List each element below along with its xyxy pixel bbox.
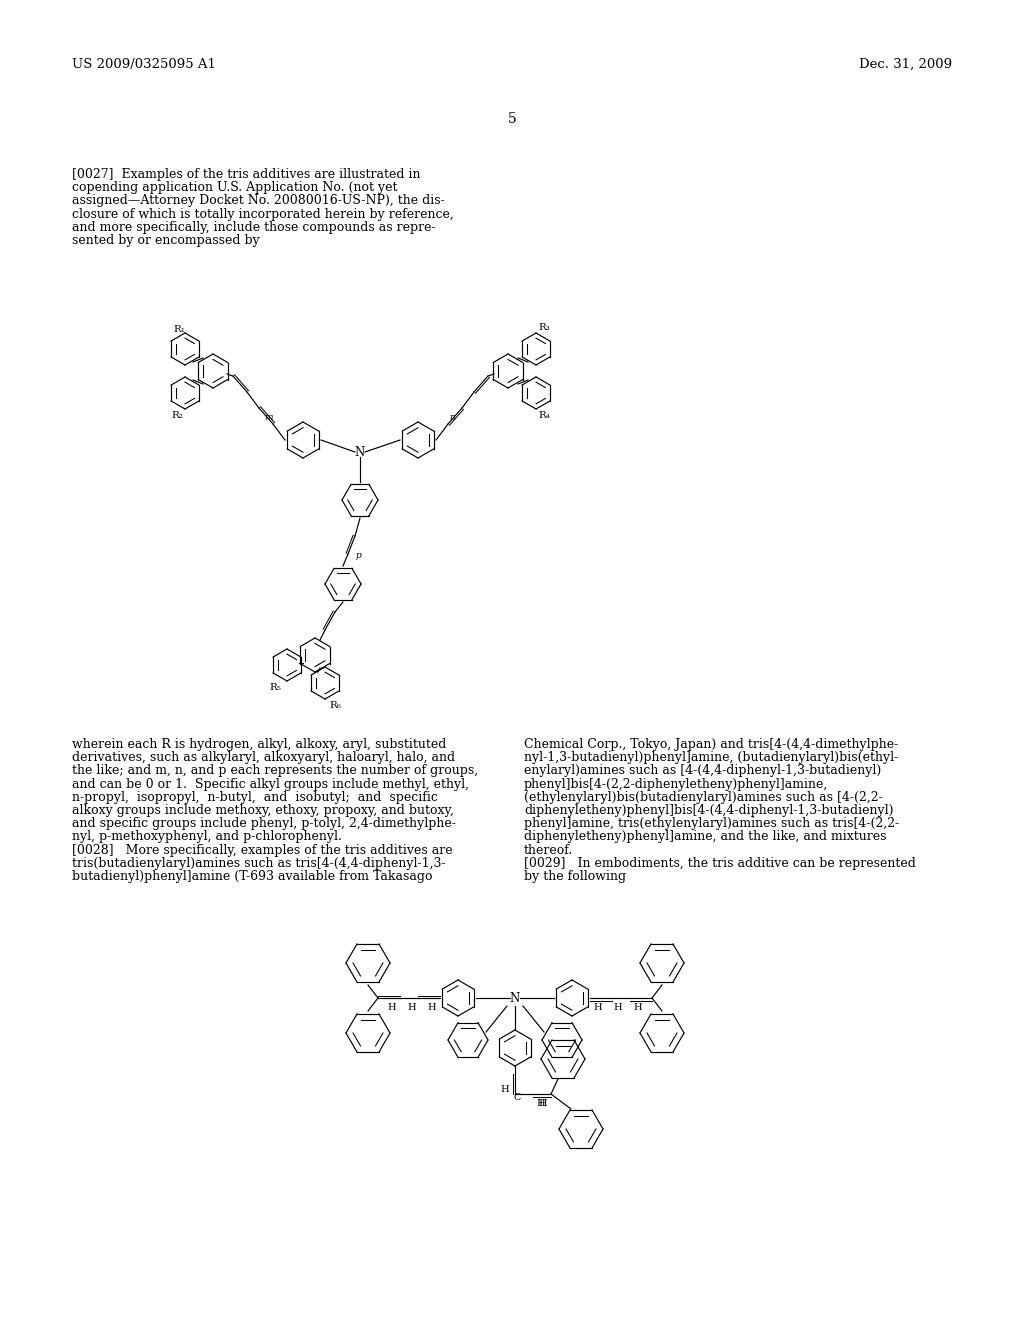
Text: Dec. 31, 2009: Dec. 31, 2009	[859, 58, 952, 71]
Text: N: N	[355, 446, 366, 458]
Text: phenyl]amine, tris(ethylenylaryl)amines such as tris[4-(2,2-: phenyl]amine, tris(ethylenylaryl)amines …	[524, 817, 899, 830]
Text: H: H	[539, 1098, 547, 1107]
Text: R₃: R₃	[539, 322, 550, 331]
Text: R₆: R₆	[329, 701, 341, 710]
Text: diphenyletheny)phenyl]amine, and the like, and mixtures: diphenyletheny)phenyl]amine, and the lik…	[524, 830, 887, 843]
Text: sented by or encompassed by: sented by or encompassed by	[72, 234, 260, 247]
Text: R₂: R₂	[171, 411, 183, 420]
Text: thereof.: thereof.	[524, 843, 573, 857]
Text: H: H	[388, 1002, 396, 1011]
Text: H: H	[613, 1002, 623, 1011]
Text: nyl-1,3-butadienyl)phenyl]amine, (butadienylaryl)bis(ethyl-: nyl-1,3-butadienyl)phenyl]amine, (butadi…	[524, 751, 898, 764]
Text: enylaryl)amines such as [4-(4,4-diphenyl-1,3-butadienyl): enylaryl)amines such as [4-(4,4-diphenyl…	[524, 764, 882, 777]
Text: m: m	[265, 413, 273, 422]
Text: tris(butadienylaryl)amines such as tris[4-(4,4-diphenyl-1,3-: tris(butadienylaryl)amines such as tris[…	[72, 857, 445, 870]
Text: wherein each R is hydrogen, alkyl, alkoxy, aryl, substituted: wherein each R is hydrogen, alkyl, alkox…	[72, 738, 446, 751]
Text: Chemical Corp., Tokyo, Japan) and tris[4-(4,4-dimethylphe-: Chemical Corp., Tokyo, Japan) and tris[4…	[524, 738, 898, 751]
Text: p: p	[355, 552, 360, 561]
Text: R₁: R₁	[173, 325, 185, 334]
Text: C: C	[513, 1093, 520, 1101]
Text: [0028]   More specifically, examples of the tris additives are: [0028] More specifically, examples of th…	[72, 843, 453, 857]
Text: and can be 0 or 1.  Specific alkyl groups include methyl, ethyl,: and can be 0 or 1. Specific alkyl groups…	[72, 777, 469, 791]
Text: R₅: R₅	[269, 682, 281, 692]
Text: diphenyletheny)phenyl]bis[4-(4,4-diphenyl-1,3-butadienyl): diphenyletheny)phenyl]bis[4-(4,4-dipheny…	[524, 804, 894, 817]
Text: by the following: by the following	[524, 870, 626, 883]
Text: H: H	[537, 1098, 546, 1107]
Text: alkoxy groups include methoxy, ethoxy, propoxy, and butoxy,: alkoxy groups include methoxy, ethoxy, p…	[72, 804, 454, 817]
Text: butadienyl)phenyl]amine (T-693 available from Takasago: butadienyl)phenyl]amine (T-693 available…	[72, 870, 432, 883]
Text: and more specifically, include those compounds as repre-: and more specifically, include those com…	[72, 220, 435, 234]
Text: n-propyl,  isopropyl,  n-butyl,  and  isobutyl;  and  specific: n-propyl, isopropyl, n-butyl, and isobut…	[72, 791, 438, 804]
Text: copending application U.S. Application No. (not yet: copending application U.S. Application N…	[72, 181, 397, 194]
Text: and specific groups include phenyl, p-tolyl, 2,4-dimethylphe-: and specific groups include phenyl, p-to…	[72, 817, 456, 830]
Text: H: H	[408, 1002, 417, 1011]
Text: (ethylenylaryl)bis(butadienylaryl)amines such as [4-(2,2-: (ethylenylaryl)bis(butadienylaryl)amines…	[524, 791, 883, 804]
Text: H: H	[594, 1002, 602, 1011]
Text: N: N	[510, 991, 520, 1005]
Text: the like; and m, n, and p each represents the number of groups,: the like; and m, n, and p each represent…	[72, 764, 478, 777]
Text: [0027]  Examples of the tris additives are illustrated in: [0027] Examples of the tris additives ar…	[72, 168, 421, 181]
Text: derivatives, such as alkylaryl, alkoxyaryl, haloaryl, halo, and: derivatives, such as alkylaryl, alkoxyar…	[72, 751, 455, 764]
Text: assigned—Attorney Docket No. 20080016-US-NP), the dis-: assigned—Attorney Docket No. 20080016-US…	[72, 194, 444, 207]
Text: closure of which is totally incorporated herein by reference,: closure of which is totally incorporated…	[72, 207, 454, 220]
Text: phenyl]bis[4-(2,2-diphenyletheny)phenyl]amine,: phenyl]bis[4-(2,2-diphenyletheny)phenyl]…	[524, 777, 828, 791]
Text: R₄: R₄	[538, 411, 550, 420]
Text: [0029]   In embodiments, the tris additive can be represented: [0029] In embodiments, the tris additive…	[524, 857, 915, 870]
Text: 5: 5	[508, 112, 516, 125]
Text: nyl, p-methoxyphenyl, and p-chlorophenyl.: nyl, p-methoxyphenyl, and p-chlorophenyl…	[72, 830, 342, 843]
Text: H: H	[428, 1002, 436, 1011]
Text: n: n	[450, 413, 455, 422]
Text: US 2009/0325095 A1: US 2009/0325095 A1	[72, 58, 216, 71]
Text: H: H	[501, 1085, 509, 1093]
Text: H: H	[634, 1002, 642, 1011]
